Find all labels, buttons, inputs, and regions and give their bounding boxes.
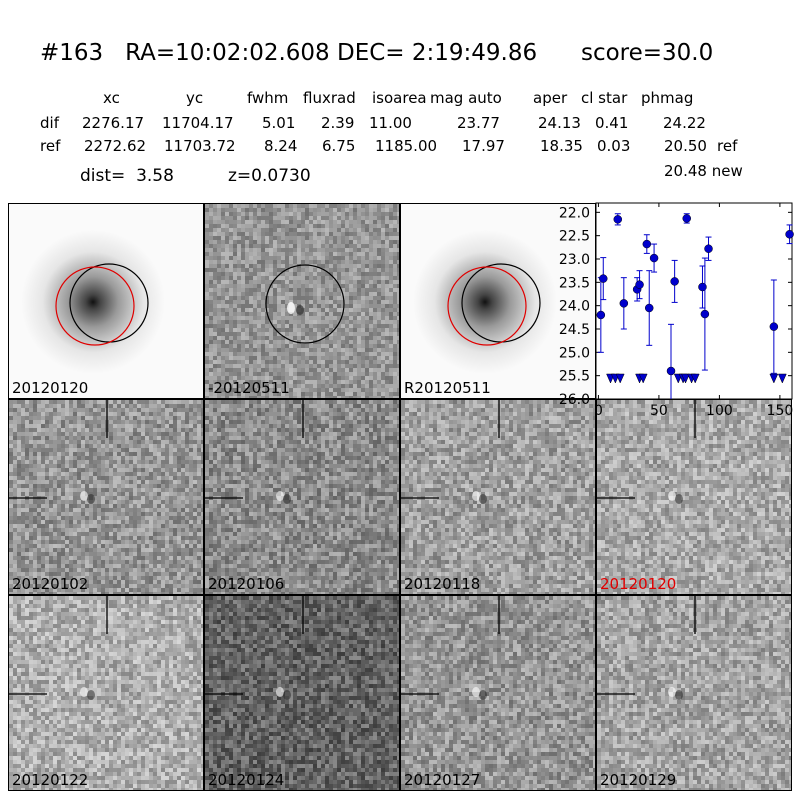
epoch-label: 20120106 bbox=[208, 575, 284, 593]
column-header: yc bbox=[186, 89, 203, 107]
epoch-stamp-panel: 20120129 bbox=[596, 595, 792, 791]
epoch-label: 20120120 bbox=[600, 575, 676, 593]
stamp-panel: -20120511 bbox=[204, 203, 400, 399]
column-header: xc bbox=[103, 89, 120, 107]
y-tick-label: 24.5 bbox=[559, 322, 590, 338]
epoch-stamp-panel: 20120127 bbox=[400, 595, 596, 791]
column-header: isoarea bbox=[372, 89, 427, 107]
epoch-stamp-panel: 20120122 bbox=[8, 595, 204, 791]
y-tick-label: 24.0 bbox=[559, 299, 590, 315]
row-value: 1185.00 bbox=[375, 137, 437, 155]
upper-limit-marker bbox=[690, 373, 700, 384]
row-value: 0.41 bbox=[595, 114, 628, 132]
stamp-label: -20120511 bbox=[208, 379, 290, 397]
row-value: 8.24 bbox=[264, 137, 297, 155]
row-value: 11704.17 bbox=[162, 114, 234, 132]
row-value: 23.77 bbox=[457, 114, 500, 132]
upper-limit-marker bbox=[615, 373, 625, 384]
redshift-value: z=0.0730 bbox=[228, 166, 311, 186]
data-point bbox=[785, 230, 794, 239]
epoch-stamp-panel: 20120106 bbox=[204, 399, 400, 595]
upper-limit-marker bbox=[777, 373, 787, 384]
row-suffix: ref bbox=[717, 137, 737, 155]
column-header: mag auto bbox=[430, 89, 502, 107]
data-point bbox=[704, 244, 713, 253]
row-label: ref bbox=[40, 137, 60, 155]
stamp-panel: 20120120 bbox=[8, 203, 204, 399]
row-value: 24.13 bbox=[538, 114, 581, 132]
epoch-label: 20120118 bbox=[404, 575, 480, 593]
lightcurve-svg: 22.0 22.5 23.0 23.5 24.0 24.5 25.0 25.5 26.00 50 1… bbox=[559, 202, 794, 419]
row-value: 17.97 bbox=[462, 137, 505, 155]
column-header: aper bbox=[533, 89, 567, 107]
row-value: 2.39 bbox=[321, 114, 354, 132]
column-header: fwhm bbox=[247, 89, 288, 107]
upper-limit-marker bbox=[638, 373, 648, 384]
y-tick-label: 26.0 bbox=[559, 392, 590, 408]
y-tick-label: 22.5 bbox=[559, 229, 590, 245]
data-point bbox=[596, 310, 606, 320]
candidate-title: #163 RA=10:02:02.608 DEC= 2:19:49.86 sco… bbox=[40, 40, 713, 66]
row-value: 6.75 bbox=[322, 137, 355, 155]
data-point bbox=[670, 277, 679, 286]
x-tick-label: 100 bbox=[706, 403, 733, 419]
column-header: fluxrad bbox=[303, 89, 356, 107]
row-value: 2272.62 bbox=[84, 137, 146, 155]
data-point bbox=[666, 366, 676, 376]
data-point bbox=[635, 280, 644, 289]
data-point bbox=[769, 322, 779, 331]
epoch-label: 20120127 bbox=[404, 771, 480, 789]
row-value: 11.00 bbox=[369, 114, 412, 132]
data-point bbox=[682, 214, 691, 223]
x-tick-label: 50 bbox=[650, 403, 668, 419]
stamp-panel: R20120511 bbox=[400, 203, 596, 399]
data-point bbox=[649, 253, 659, 263]
dist-value: dist= 3.58 bbox=[80, 166, 174, 186]
row-label: dif bbox=[40, 114, 59, 132]
plot-frame bbox=[595, 202, 793, 400]
row-value: 11703.72 bbox=[164, 137, 236, 155]
row-value: 20.50 bbox=[664, 137, 707, 155]
epoch-stamp-panel: 20120118 bbox=[400, 399, 596, 595]
y-tick-label: 23.5 bbox=[559, 275, 590, 291]
data-point bbox=[642, 239, 652, 249]
row-value: 24.22 bbox=[663, 114, 706, 132]
row-value: 18.35 bbox=[540, 137, 583, 155]
data-point bbox=[599, 274, 608, 283]
x-tick-label: 0 bbox=[594, 403, 603, 419]
epoch-stamp-panel: 20120124 bbox=[204, 595, 400, 791]
y-tick-label: 25.5 bbox=[559, 369, 590, 385]
epoch-stamp-panel: 20120120 bbox=[596, 399, 792, 595]
epoch-stamp-panel: 20120102 bbox=[8, 399, 204, 595]
epoch-label: 20120124 bbox=[208, 771, 284, 789]
epoch-label: 20120129 bbox=[600, 771, 676, 789]
y-tick-label: 23.0 bbox=[559, 252, 590, 268]
stamp-label: 20120120 bbox=[12, 379, 88, 397]
data-point bbox=[644, 303, 654, 313]
stamp-label: R20120511 bbox=[404, 379, 491, 397]
upper-limit-marker bbox=[681, 373, 690, 384]
upper-limit-marker bbox=[769, 373, 779, 384]
epoch-label: 20120102 bbox=[12, 575, 88, 593]
x-tick-label: 150 bbox=[767, 403, 794, 419]
data-point bbox=[619, 299, 629, 308]
epoch-label: 20120122 bbox=[12, 771, 88, 789]
new-mag-value: 20.48 new bbox=[664, 162, 743, 180]
column-header: phmag bbox=[641, 89, 693, 107]
row-value: 5.01 bbox=[262, 114, 295, 132]
row-value: 2276.17 bbox=[82, 114, 144, 132]
data-point bbox=[613, 215, 623, 224]
y-tick-label: 25.0 bbox=[559, 345, 590, 361]
column-header: cl star bbox=[581, 89, 627, 107]
row-value: 0.03 bbox=[597, 137, 630, 155]
y-tick-label: 22.0 bbox=[559, 205, 590, 221]
lightcurve-plot: 22.0 22.5 23.0 23.5 24.0 24.5 25.0 25.5 26.0 0 50 1… bbox=[559, 202, 794, 419]
data-points bbox=[596, 213, 794, 399]
data-point bbox=[700, 309, 710, 319]
